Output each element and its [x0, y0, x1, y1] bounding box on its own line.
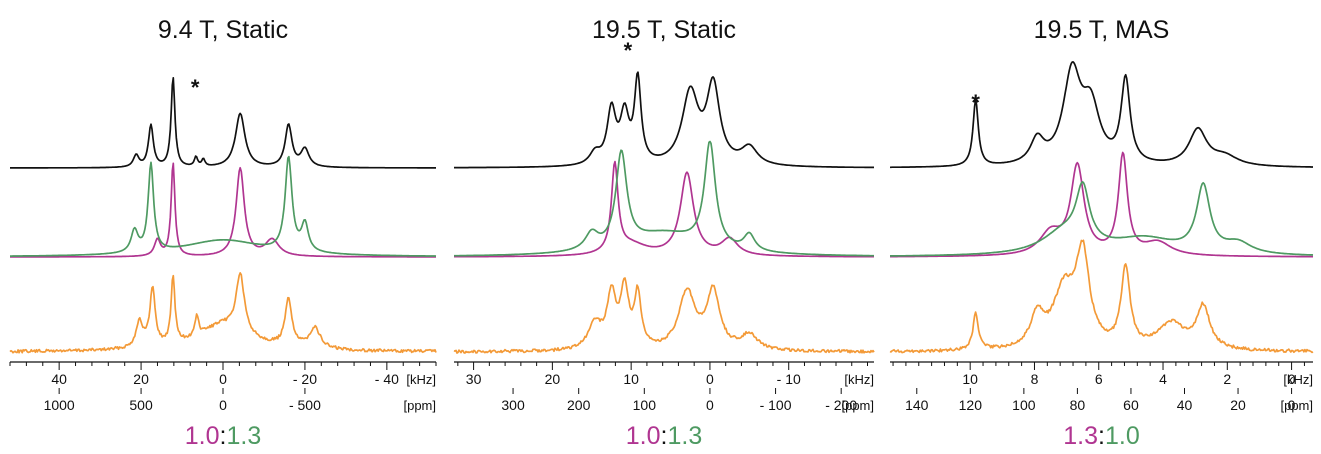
ratio-sep: : [220, 422, 227, 450]
spectrum-line-2 [454, 160, 874, 258]
spectrum-line-3 [890, 181, 1314, 257]
ppm-tick-label: - 100 [760, 397, 792, 413]
khz-tick-label: - 40 [375, 371, 399, 387]
ratio-b: 1.3 [226, 422, 261, 450]
ratio-a: 1.3 [1063, 422, 1098, 450]
ppm-tick-label: 120 [959, 397, 983, 413]
ppm-tick-label: 80 [1070, 397, 1086, 413]
impurity-star: * [624, 38, 633, 63]
khz-unit-label: [kHz] [1283, 372, 1313, 387]
ppm-tick-label: - 200 [825, 397, 857, 413]
spectrum-line-4 [9, 272, 437, 354]
ppm-tick-label: 1000 [44, 397, 75, 413]
khz-tick-label: 20 [133, 371, 149, 387]
khz-tick-label: 0 [706, 371, 714, 387]
ppm-tick-label: 20 [1230, 397, 1246, 413]
panel-3: 19.5 T, MAS*10 8 6 4 2 0[kHz]140 120 100 80 60 40 2… [889, 16, 1314, 450]
khz-tick-label: 0 [1288, 371, 1296, 387]
ppm-tick-label: 100 [633, 397, 657, 413]
khz-tick-label: 4 [1159, 371, 1167, 387]
ppm-tick-label: 200 [567, 397, 591, 413]
khz-tick-label: 0 [219, 371, 227, 387]
spectrum-line-1 [890, 61, 1313, 169]
khz-tick-label: 20 [545, 371, 561, 387]
impurity-star: * [191, 75, 200, 100]
panel-title: 19.5 T, Static [592, 16, 736, 44]
spectrum-line-2 [890, 151, 1313, 258]
khz-tick-label: 2 [1223, 371, 1231, 387]
ppm-tick-label: 140 [905, 397, 929, 413]
ratio-sep: : [1098, 422, 1105, 450]
khz-tick-label: 8 [1031, 371, 1039, 387]
ppm-tick-label: 40 [1177, 397, 1193, 413]
ppm-unit-label: [ppm] [841, 398, 874, 413]
ratio-a: 1.0 [185, 422, 220, 450]
ppm-tick-label: 0 [219, 397, 227, 413]
panel-title: 9.4 T, Static [158, 16, 288, 44]
ppm-tick-label: 100 [1012, 397, 1036, 413]
khz-tick-label: 40 [51, 371, 67, 387]
panel-title: 19.5 T, MAS [1034, 16, 1170, 44]
ratio-b: 1.0 [1105, 422, 1140, 450]
spectrum-line-1 [10, 77, 436, 169]
khz-tick-label: 10 [623, 371, 639, 387]
khz-unit-label: [kHz] [406, 372, 436, 387]
ppm-tick-label: 60 [1123, 397, 1139, 413]
ppm-unit-label: [ppm] [1280, 398, 1313, 413]
ppm-tick-label: 0 [706, 397, 714, 413]
spectrum-line-3 [10, 155, 437, 257]
panel-2: 19.5 T, Static*30 20 10 0- 10 [kHz]300 200 100… [453, 16, 875, 450]
impurity-star: * [971, 90, 980, 115]
khz-tick-label: - 20 [293, 371, 317, 387]
ratio-label: 1.0:1.3 [185, 422, 261, 450]
khz-tick-label: 10 [962, 371, 978, 387]
ppm-tick-label: - 500 [289, 397, 321, 413]
khz-unit-label: [kHz] [844, 372, 874, 387]
spectrum-line-4 [889, 239, 1314, 354]
ratio-a: 1.0 [626, 422, 661, 450]
khz-tick-label: 30 [466, 371, 482, 387]
panel-1: 9.4 T, Static * 40 20 0 - 20 - 40 [kHz] 1000 500 0… [9, 16, 437, 450]
spectrum-line-3 [454, 140, 874, 257]
ratio-label: 1.3:1.0 [1063, 422, 1139, 450]
ratio-b: 1.3 [667, 422, 702, 450]
ppm-tick-label: 0 [1288, 397, 1296, 413]
ppm-unit-label: [ppm] [403, 398, 436, 413]
ppm-tick-label: 300 [501, 397, 525, 413]
spectrum-line-2 [10, 162, 436, 258]
ratio-sep: : [661, 422, 668, 450]
spectrum-line-1 [454, 71, 874, 169]
khz-tick-label: - 10 [777, 371, 801, 387]
ppm-tick-label: 500 [129, 397, 153, 413]
spectrum-line-4 [453, 277, 875, 354]
ratio-label: 1.0:1.3 [626, 422, 702, 450]
khz-tick-label: 6 [1095, 371, 1103, 387]
